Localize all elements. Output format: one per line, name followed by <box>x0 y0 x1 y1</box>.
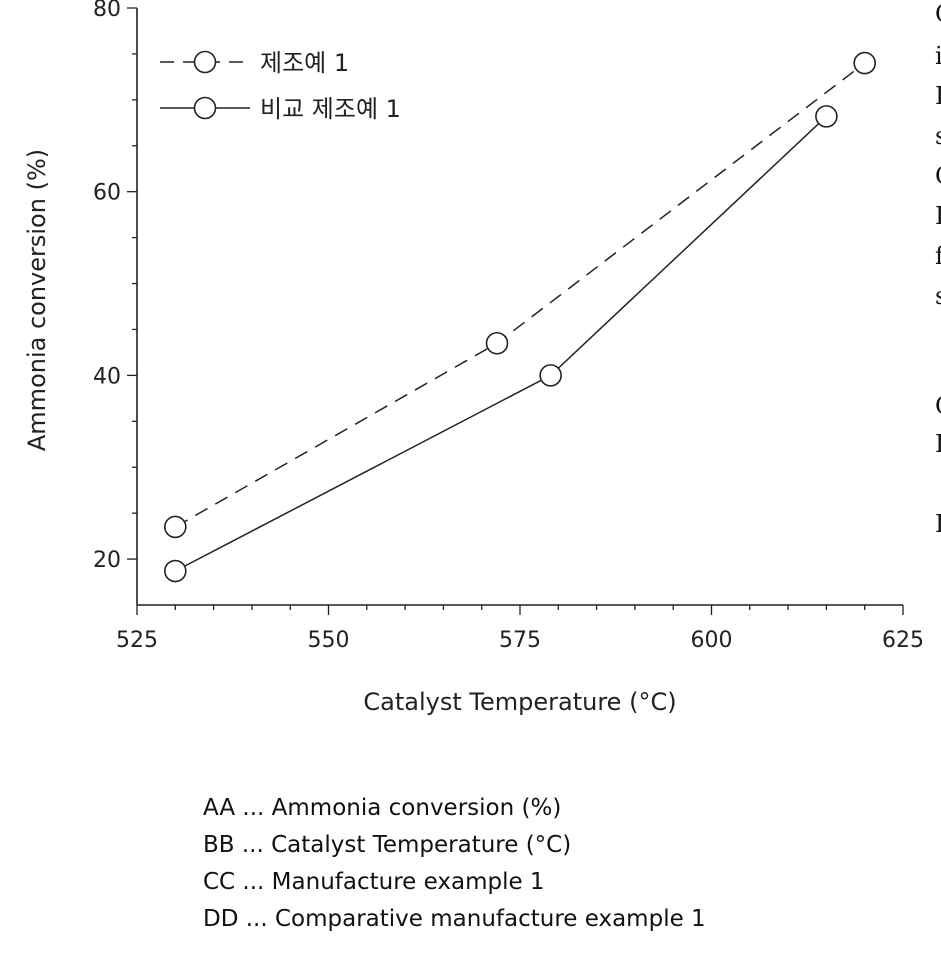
legend-label-1: 제조예 1 <box>260 49 349 77</box>
x-tick-label: 525 <box>116 628 158 653</box>
side-letter: I <box>935 430 941 458</box>
side-letter: I <box>935 82 941 110</box>
legend-marker-1 <box>195 52 216 73</box>
series-layer <box>165 53 875 582</box>
legend-label-2: 비교 제조예 1 <box>260 95 401 123</box>
side-letter: s <box>935 122 941 150</box>
side-letter: i <box>935 42 941 70</box>
series-1-point <box>487 333 508 354</box>
notes-block: AA ... Ammonia conversion (%) BB ... Cat… <box>203 790 706 938</box>
side-text-fragment: CiIsCIfsCII <box>931 0 941 660</box>
chart: 525 550 575 600 625 20 40 60 80 제조예 1 비교 제조예 1 C… <box>0 0 941 760</box>
y-tick-label: 40 <box>93 364 121 389</box>
y-tick-label: 80 <box>93 0 121 22</box>
series-1-point <box>165 516 186 537</box>
note-bb: BB ... Catalyst Temperature (°C) <box>203 827 706 864</box>
series-2-point <box>816 106 837 127</box>
x-axis-title: Catalyst Temperature (°C) <box>363 688 676 716</box>
x-tick-label: 550 <box>308 628 350 653</box>
side-letter: C <box>935 162 941 190</box>
series-2-point <box>540 365 561 386</box>
y-tick-label: 20 <box>93 548 121 573</box>
x-tick-label: 575 <box>499 628 541 653</box>
y-axis-ticks: 20 40 60 80 <box>93 0 137 573</box>
x-tick-label: 625 <box>882 628 924 653</box>
x-tick-label: 600 <box>691 628 733 653</box>
side-letter: I <box>935 510 941 538</box>
y-tick-label: 60 <box>93 181 121 206</box>
side-letter: s <box>935 282 941 310</box>
note-dd: DD ... Comparative manufacture example 1 <box>203 901 706 938</box>
series-1-point <box>854 53 875 74</box>
side-letter: I <box>935 202 941 230</box>
series-2-point <box>165 561 186 582</box>
side-letter: C <box>935 392 941 420</box>
note-aa: AA ... Ammonia conversion (%) <box>203 790 706 827</box>
legend: 제조예 1 비교 제조예 1 <box>160 49 401 123</box>
note-cc: CC ... Manufacture example 1 <box>203 864 706 901</box>
side-letter: f <box>935 242 941 270</box>
plot-frame <box>137 8 903 605</box>
y-axis-title: Ammonia conversion (%) <box>23 149 51 451</box>
legend-marker-2 <box>195 98 216 119</box>
side-letter: C <box>935 0 941 28</box>
x-axis-ticks: 525 550 575 600 625 <box>116 605 924 653</box>
series-line-1 <box>175 63 864 527</box>
